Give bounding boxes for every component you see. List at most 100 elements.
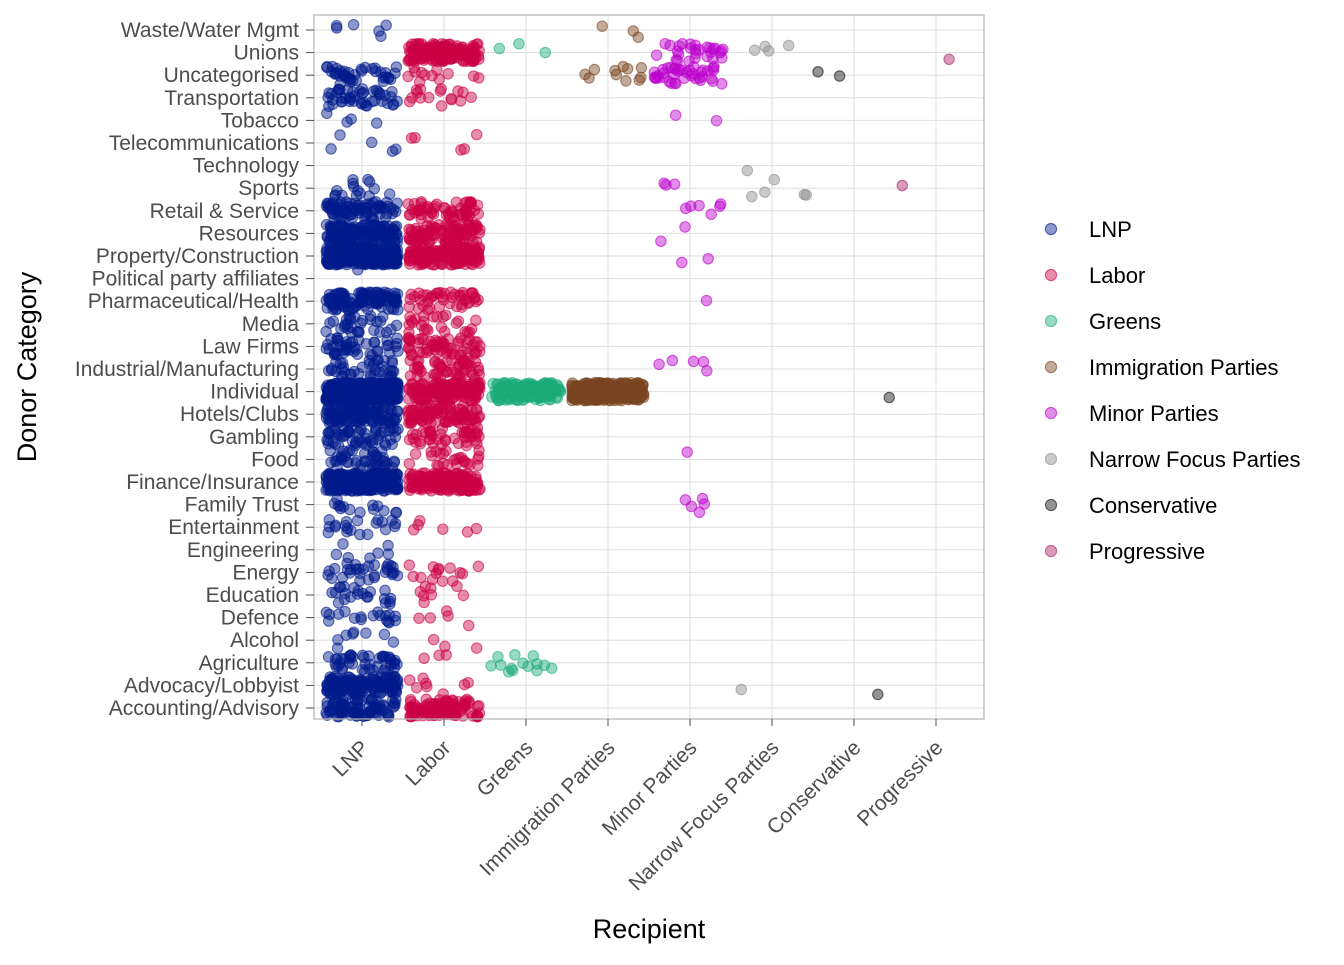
data-point [382,303,395,315]
data-point [439,416,451,429]
data-point [367,85,380,98]
data-point [339,605,351,618]
data-point [872,688,884,701]
data-point [347,18,360,31]
data-point [411,86,424,99]
data-point [354,676,366,688]
data-point [334,129,346,141]
y-tick-label-agriculture: Agriculture [199,652,299,675]
data-point [370,426,382,438]
data-point [371,500,384,512]
y-tick-label-energy: Energy [232,561,299,584]
data-point [354,506,366,519]
data-point [416,235,429,248]
data-point [883,391,895,404]
data-point [427,561,440,573]
data-point [363,190,375,202]
data-point [763,45,775,57]
data-point [340,677,352,690]
data-point [410,428,422,441]
data-point [452,387,464,399]
data-point [470,642,483,654]
data-point [425,485,437,497]
data-point [461,404,473,416]
data-point [436,362,448,374]
data-point [344,591,357,603]
data-point [679,494,692,506]
data-point [325,143,337,155]
data-point [663,76,676,88]
legend-item-progressive: Progressive [1044,539,1205,564]
data-point [354,528,366,541]
data-point [746,190,758,203]
data-point [372,547,384,559]
data-point [701,41,713,54]
x-tick-label-lnp: LNP [328,736,373,781]
data-point [768,173,780,186]
data-point [609,64,621,77]
data-point [658,177,670,190]
data-point [331,387,343,400]
y-tick-label-uncategorised: Uncategorised [164,64,299,87]
data-point [420,249,433,262]
data-point [404,293,416,306]
data-point [833,70,846,82]
data-point [354,296,367,308]
y-tick-label-technology: Technology [193,155,300,178]
data-point [666,354,679,367]
data-point [533,391,546,404]
data-point [635,390,648,403]
legend-item-greens: Greens [1044,309,1161,334]
data-point [345,250,358,262]
data-point [798,188,811,201]
data-point [353,85,366,98]
data-point [329,426,341,438]
data-point [551,392,564,404]
data-point [390,143,402,155]
data-point [389,697,401,710]
data-point [462,381,474,393]
legend-label-minor-parties: Minor Parties [1089,401,1219,426]
data-point [714,200,726,213]
y-tick-label-transportation: Transportation [164,87,299,110]
legend-label-narrow-focus-parties: Narrow Focus Parties [1089,447,1301,472]
data-point [465,197,477,210]
data-point [650,49,663,61]
data-point [338,593,351,606]
data-point [371,459,383,471]
data-point [336,95,348,108]
data-point [501,380,513,392]
data-point [438,287,451,300]
data-point [748,44,761,56]
data-point [407,251,420,264]
data-point [625,393,638,405]
data-point [418,652,430,665]
series-lnp [320,18,404,723]
data-point [453,223,466,235]
data-point [435,50,448,63]
data-point [331,184,343,197]
data-point [364,658,376,671]
data-point [409,66,421,78]
data-point [525,382,537,395]
y-tick-label-sports: Sports [238,177,299,200]
data-point [379,584,391,597]
data-point [943,53,955,66]
data-point [343,671,356,684]
data-point [322,651,335,663]
data-point [596,20,608,32]
data-point [348,612,361,624]
data-point [382,72,395,85]
data-point [409,448,422,460]
data-point [416,414,429,426]
data-point [377,485,390,497]
data-point [679,221,691,233]
data-point [362,574,375,586]
data-point [354,483,366,496]
y-tick-label-law-firms: Law Firms [202,335,299,358]
data-point [368,571,381,584]
data-point [371,315,383,328]
data-point [473,72,485,84]
data-point [320,325,332,338]
